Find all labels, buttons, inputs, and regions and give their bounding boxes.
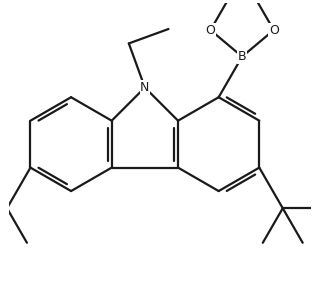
Text: O: O [269, 24, 279, 37]
Text: N: N [140, 81, 149, 94]
Text: O: O [205, 24, 215, 37]
Text: B: B [238, 50, 246, 63]
